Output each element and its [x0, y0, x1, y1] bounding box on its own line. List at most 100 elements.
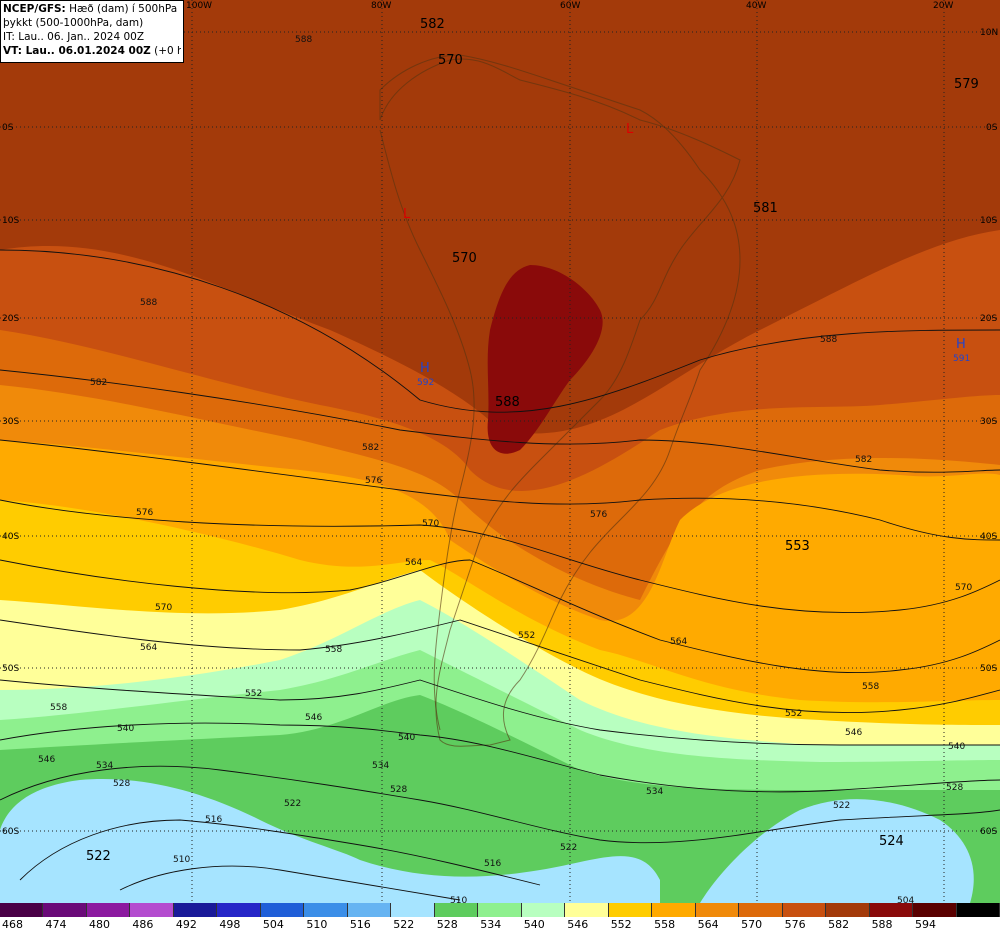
- big-label: 570: [452, 251, 477, 266]
- legend-value: 468: [2, 918, 23, 931]
- legend-value: 492: [175, 918, 197, 931]
- legend-swatch: [782, 903, 827, 917]
- legend-swatch: [434, 903, 479, 917]
- contour-label: 534: [646, 787, 663, 797]
- latitude-label: 40S: [980, 532, 997, 542]
- legend-swatch: [478, 903, 522, 917]
- contour-label: 570: [155, 603, 172, 613]
- legend-value: 546: [567, 918, 589, 931]
- legend-swatch: [0, 903, 44, 917]
- legend-value: 528: [436, 918, 458, 931]
- legend-swatch: [695, 903, 740, 917]
- info-line-valid-time: VT: Lau.. 06.01.2024 00Z (+0 h): [3, 45, 181, 57]
- latitude-label: 60S: [2, 827, 19, 837]
- color-legend: 468 474 480 486 492 498 504 510 516 522 528 534 540 5…: [0, 903, 1000, 934]
- legend-swatch: [217, 903, 261, 917]
- continent-outline: [379, 54, 741, 747]
- contour-label: 528: [390, 785, 407, 795]
- contour-label: 582: [362, 443, 379, 453]
- big-label: 524: [879, 834, 904, 849]
- contour-label: 528: [113, 779, 130, 789]
- legend-value: 576: [784, 918, 806, 931]
- contour-label: 558: [325, 645, 342, 655]
- legend-swatch: [608, 903, 653, 917]
- legend-swatch: [652, 903, 696, 917]
- legend-value: 540: [523, 918, 545, 931]
- contour-label: 588: [820, 335, 837, 345]
- contour-label: 576: [590, 510, 607, 520]
- band-522-east: [700, 799, 974, 903]
- legend-swatch: [86, 903, 131, 917]
- legend-value: 588: [871, 918, 893, 931]
- legend-value: 552: [610, 918, 632, 931]
- legend-value: 522: [393, 918, 415, 931]
- contour-label: 552: [785, 709, 802, 719]
- big-value-labels: 582 570 579 581 570 588 553 522 524: [86, 17, 979, 864]
- contour-label: 576: [136, 508, 153, 518]
- latitude-label: 0S: [2, 123, 14, 133]
- contour-label: 528: [946, 783, 963, 793]
- info-line-description: þykkt (500-1000hPa, dam): [3, 17, 144, 29]
- legend-swatch: [130, 903, 174, 917]
- contour-label: 588: [295, 35, 312, 45]
- legend-swatch: [304, 903, 348, 917]
- contour-label: 540: [117, 724, 134, 734]
- info-line-product: NCEP/GFS: Hæð (dam) í 500hPa og: [3, 3, 181, 15]
- contour-label: 552: [518, 631, 535, 641]
- legend-swatch: [391, 903, 435, 917]
- contour-label: 510: [173, 855, 190, 865]
- contour-value-labels: 588 588 588 582 582 582 576 576 576 570 …: [38, 35, 972, 903]
- legend-value: 498: [219, 918, 241, 931]
- info-line-init-time: IT: Lau.. 06. Jan.. 2024 00Z: [3, 31, 145, 43]
- contour-label: 546: [38, 755, 55, 765]
- contour-label: 570: [955, 583, 972, 593]
- contour-label: 522: [560, 843, 577, 853]
- axis-labels: 100W 80W 60W 40W 20W 10N 0S 0S 10S 10S 2…: [2, 1, 998, 837]
- map-info-box: NCEP/GFS: Hæð (dam) í 500hPa og þykkt (5…: [0, 0, 184, 63]
- high-center-value: 592: [417, 378, 434, 388]
- big-label: 570: [438, 53, 463, 68]
- band-588: [487, 265, 603, 454]
- legend-value: 534: [480, 918, 502, 931]
- contour-label: 510: [450, 896, 467, 903]
- legend-value: 510: [306, 918, 328, 931]
- longitude-label: 40W: [746, 1, 766, 11]
- contour-label: 552: [245, 689, 262, 699]
- contour-label: 564: [405, 558, 422, 568]
- big-label: 581: [753, 201, 778, 216]
- contour-label: 558: [862, 682, 879, 692]
- contour-label: 534: [372, 761, 389, 771]
- legend-value: 474: [45, 918, 67, 931]
- contour-label: 582: [855, 455, 872, 465]
- latitude-label: 30S: [980, 417, 997, 427]
- latitude-label: 50S: [2, 664, 19, 674]
- legend-labels: 468 474 480 486 492 498 504 510 516 522 528 534 540 5…: [0, 918, 1000, 934]
- legend-swatch: [43, 903, 87, 917]
- contour-label: 564: [140, 643, 157, 653]
- legend-value: 516: [349, 918, 371, 931]
- contour-label: 576: [365, 476, 382, 486]
- legend-swatch: [739, 903, 783, 917]
- contour-label: 534: [96, 761, 113, 771]
- contour-label: 516: [484, 859, 501, 869]
- legend-value: 486: [132, 918, 154, 931]
- big-label: 522: [86, 849, 111, 864]
- contour-label: 546: [305, 713, 322, 723]
- legend-swatch: [913, 903, 957, 917]
- longitude-label: 20W: [933, 1, 953, 11]
- contour-label: 546: [845, 728, 862, 738]
- latitude-label: 60S: [980, 827, 997, 837]
- legend-swatch: [173, 903, 218, 917]
- contour-label: 504: [897, 896, 914, 903]
- legend-swatch: [869, 903, 914, 917]
- longitude-label: 80W: [371, 1, 391, 11]
- graticule: [0, 0, 1000, 903]
- latitude-label: 50S: [980, 664, 997, 674]
- weather-map: 588 588 588 582 582 582 576 576 576 570 …: [0, 0, 1000, 903]
- legend-value: 594: [915, 918, 937, 931]
- legend-swatch: [565, 903, 609, 917]
- legend-value: 582: [828, 918, 850, 931]
- latitude-label: 10S: [980, 216, 997, 226]
- big-label: 553: [785, 539, 810, 554]
- legend-value: 564: [697, 918, 719, 931]
